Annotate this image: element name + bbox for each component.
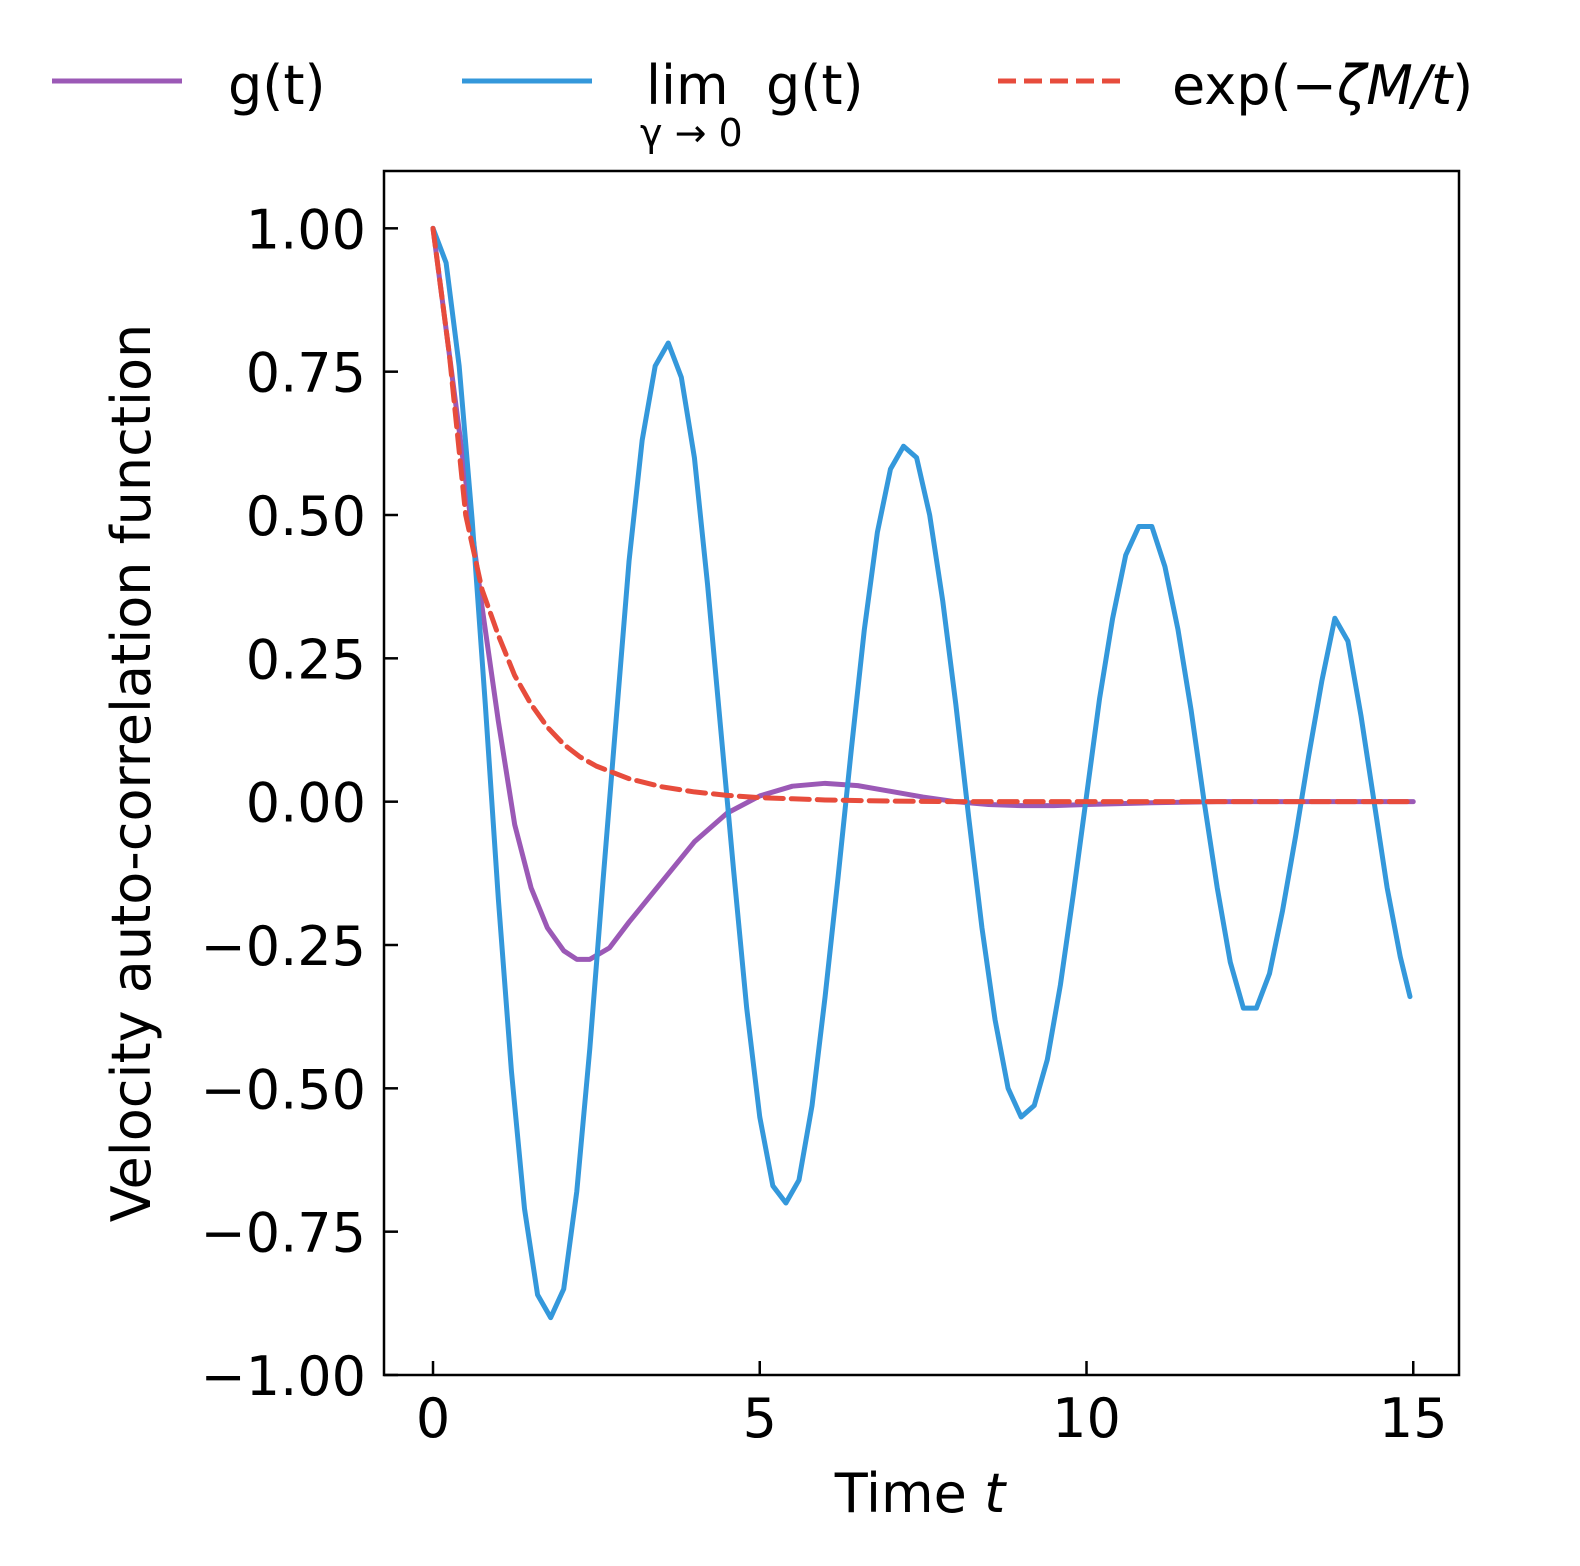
series-line-2 [430,225,1416,805]
ticks-layer: 0 5 10 15 1.00 0.75 0.50 0.25 0.00 −0.25 −0.50 −0.7… [201,198,1448,1450]
series-line-1 [430,225,1413,1321]
y-tick-label: −0.75 [201,1202,366,1265]
legend-label-lim-subscript: γ → 0 [640,111,743,155]
x-axis-label: Time t [834,1462,1007,1525]
y-tick-label: 1.00 [246,198,366,261]
legend: g(t) lim γ → 0 g(t) exp(−ζM/t) [52,54,1473,155]
y-tick-label: 0.00 [246,772,366,835]
legend-label-g: g(t) [228,54,326,117]
x-tick-label: 10 [1052,1387,1121,1450]
series-line-0 [430,225,1416,962]
x-tick-label: 15 [1379,1387,1448,1450]
x-tick-label: 0 [416,1387,450,1450]
y-tick-label: −1.00 [201,1345,366,1408]
plot-frame [382,169,1461,1377]
legend-label-lim-tail: g(t) [766,54,864,117]
y-tick-label: −0.25 [201,915,366,978]
y-tick-label: 0.75 [246,342,366,405]
y-tick-label: 0.25 [246,628,366,691]
legend-label-lim: lim [646,54,729,117]
x-tick-label: 5 [743,1387,777,1450]
y-tick-label: −0.50 [201,1058,366,1121]
series-layer [430,225,1416,1321]
y-axis-label: Velocity auto-correlation function [100,324,163,1223]
legend-label-exp: exp(−ζM/t) [1172,54,1473,117]
y-tick-label: 0.50 [246,485,366,548]
